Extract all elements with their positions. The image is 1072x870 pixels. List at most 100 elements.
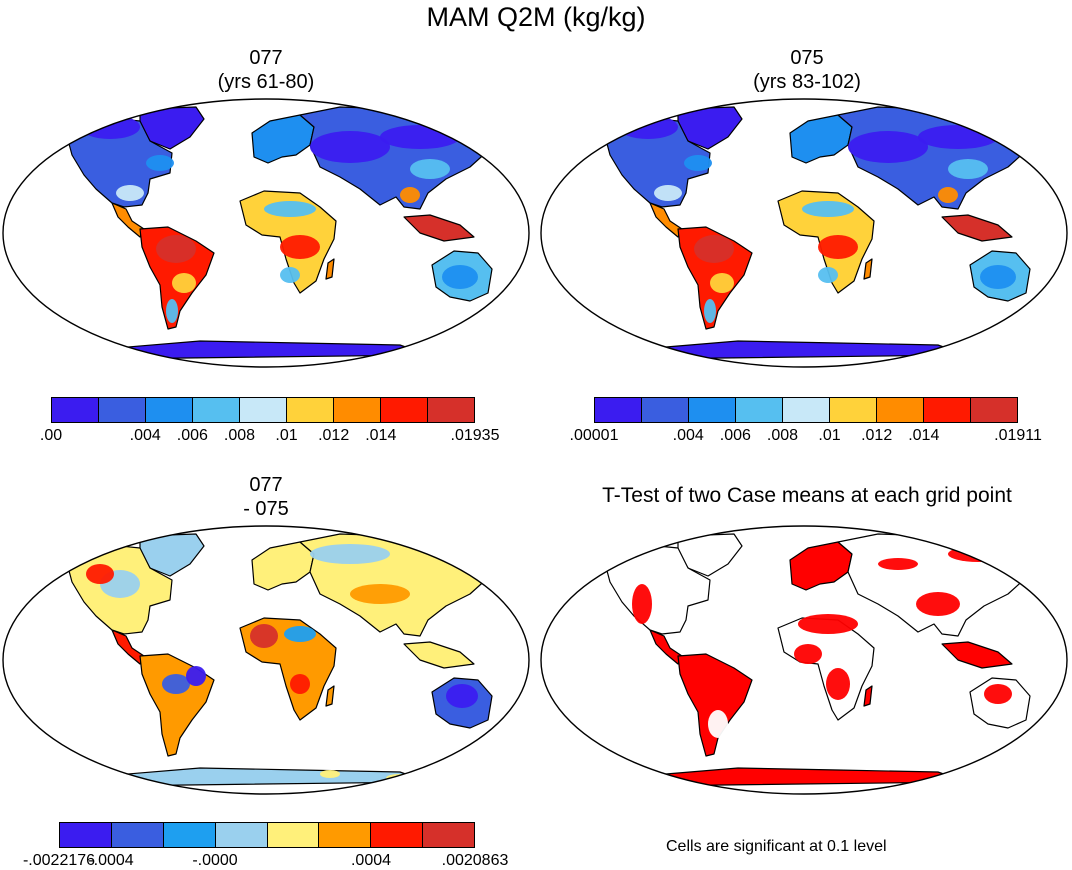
value-patch bbox=[280, 235, 320, 259]
colorbar-swatch bbox=[371, 823, 424, 847]
value-patch bbox=[186, 666, 206, 686]
value-patch bbox=[86, 564, 114, 584]
value-patch bbox=[146, 155, 174, 171]
colorbar-tick-label: .01935 bbox=[450, 427, 500, 444]
colorbar-swatch bbox=[830, 398, 877, 422]
colorbar-swatch bbox=[319, 823, 372, 847]
colorbar-tick-label: .00 bbox=[39, 427, 63, 444]
colorbar-swatch bbox=[267, 823, 320, 847]
colorbar-tick-label: .014 bbox=[908, 427, 940, 444]
colorbar-tick-label: .00001 bbox=[569, 427, 619, 444]
colorbar-swatch bbox=[736, 398, 783, 422]
land-madagascar bbox=[863, 685, 873, 707]
colorbar-swatch bbox=[60, 823, 112, 847]
value-patch bbox=[172, 273, 196, 293]
land-europe bbox=[789, 114, 853, 164]
value-patch bbox=[654, 185, 682, 201]
colorbar-swatch bbox=[287, 398, 334, 422]
value-patch bbox=[442, 265, 478, 289]
land-antarctica bbox=[641, 767, 967, 787]
colorbar-swatch bbox=[193, 398, 240, 422]
land-northAmerica bbox=[63, 116, 173, 208]
land-asia bbox=[837, 533, 1029, 637]
value-patch bbox=[848, 131, 928, 163]
value-patch bbox=[980, 265, 1016, 289]
value-patch bbox=[708, 710, 728, 738]
colorbar-swatch bbox=[146, 398, 193, 422]
colorbar-tick-label: .01911 bbox=[994, 427, 1042, 444]
panel-ttest-title: T-Test of two Case means at each grid po… bbox=[602, 484, 1012, 507]
land-centralAmerica bbox=[111, 202, 145, 238]
land-antarctica bbox=[103, 340, 429, 360]
land-centralAmerica bbox=[649, 629, 683, 665]
significance-note: Cells are significant at 0.1 level bbox=[666, 838, 887, 855]
value-patch bbox=[632, 584, 652, 624]
map-border bbox=[2, 525, 530, 795]
colorbar-tick-label: .0020863 bbox=[441, 852, 509, 869]
value-patch bbox=[250, 624, 278, 648]
panel-diff-title-line2: - 075 bbox=[243, 498, 289, 520]
land-madagascar bbox=[325, 258, 335, 280]
colorbar-tick-label: .0004 bbox=[350, 852, 392, 869]
value-patch bbox=[280, 267, 300, 283]
land-madagascar bbox=[325, 685, 335, 707]
map-diff bbox=[2, 525, 530, 795]
value-patch bbox=[710, 273, 734, 293]
land-northAmerica bbox=[601, 116, 711, 208]
value-patch bbox=[166, 299, 178, 323]
colorbar-swatch bbox=[381, 398, 428, 422]
colorbar-tick-label: .008 bbox=[223, 427, 256, 444]
value-patch bbox=[156, 235, 196, 263]
value-patch bbox=[350, 584, 410, 604]
map-077 bbox=[2, 98, 530, 368]
main-title: MAM Q2M (kg/kg) bbox=[426, 2, 646, 32]
colorbar-swatch bbox=[52, 398, 99, 422]
colorbar-tick-label: .006 bbox=[176, 427, 208, 444]
value-patch bbox=[984, 684, 1012, 704]
value-patch bbox=[284, 626, 316, 642]
value-patch bbox=[798, 614, 858, 634]
land-southAmerica bbox=[677, 653, 753, 757]
land-indonesia bbox=[403, 641, 475, 669]
colorbar-swatch bbox=[334, 398, 381, 422]
land-northAmerica bbox=[601, 543, 711, 635]
colorbar-tick-label: -.0000 bbox=[192, 852, 238, 869]
colorbar-tick-label: .014 bbox=[365, 427, 397, 444]
colorbar-tick-label: .008 bbox=[766, 427, 799, 444]
colorbar-swatch bbox=[924, 398, 971, 422]
colorbar-tick-label: .004 bbox=[672, 427, 704, 444]
value-patch bbox=[948, 159, 988, 179]
panel-075-title-line1: 075 bbox=[790, 47, 824, 69]
colorbar-tick-label: -.0004 bbox=[88, 852, 134, 869]
value-patch bbox=[446, 684, 478, 708]
map-075 bbox=[540, 98, 1068, 368]
colorbar-075 bbox=[594, 397, 1018, 423]
colorbar-swatch bbox=[877, 398, 924, 422]
colorbar-swatch bbox=[642, 398, 689, 422]
value-patch bbox=[802, 201, 854, 217]
map-border bbox=[540, 525, 1068, 795]
colorbar-swatch bbox=[111, 823, 164, 847]
colorbar-swatch bbox=[99, 398, 146, 422]
value-patch bbox=[162, 674, 190, 694]
colorbar-tick-label: .004 bbox=[129, 427, 161, 444]
value-patch bbox=[878, 558, 918, 570]
land-europe bbox=[251, 541, 315, 591]
land-indonesia bbox=[941, 641, 1013, 669]
colorbar-tick-label: .012 bbox=[861, 427, 893, 444]
land-centralAmerica bbox=[649, 202, 683, 238]
value-patch bbox=[310, 544, 390, 564]
colorbar-swatch bbox=[428, 398, 474, 422]
land-centralAmerica bbox=[111, 629, 145, 665]
value-patch bbox=[320, 770, 340, 778]
land-europe bbox=[251, 114, 315, 164]
colorbar-diff bbox=[59, 822, 475, 848]
value-patch bbox=[704, 299, 716, 323]
value-patch bbox=[310, 131, 390, 163]
colorbar-swatch bbox=[689, 398, 736, 422]
value-patch bbox=[116, 185, 144, 201]
colorbar-tick-label: -.0022176 bbox=[22, 852, 96, 869]
colorbar-swatch bbox=[971, 398, 1017, 422]
value-patch bbox=[818, 267, 838, 283]
colorbar-tick-label: .006 bbox=[719, 427, 751, 444]
